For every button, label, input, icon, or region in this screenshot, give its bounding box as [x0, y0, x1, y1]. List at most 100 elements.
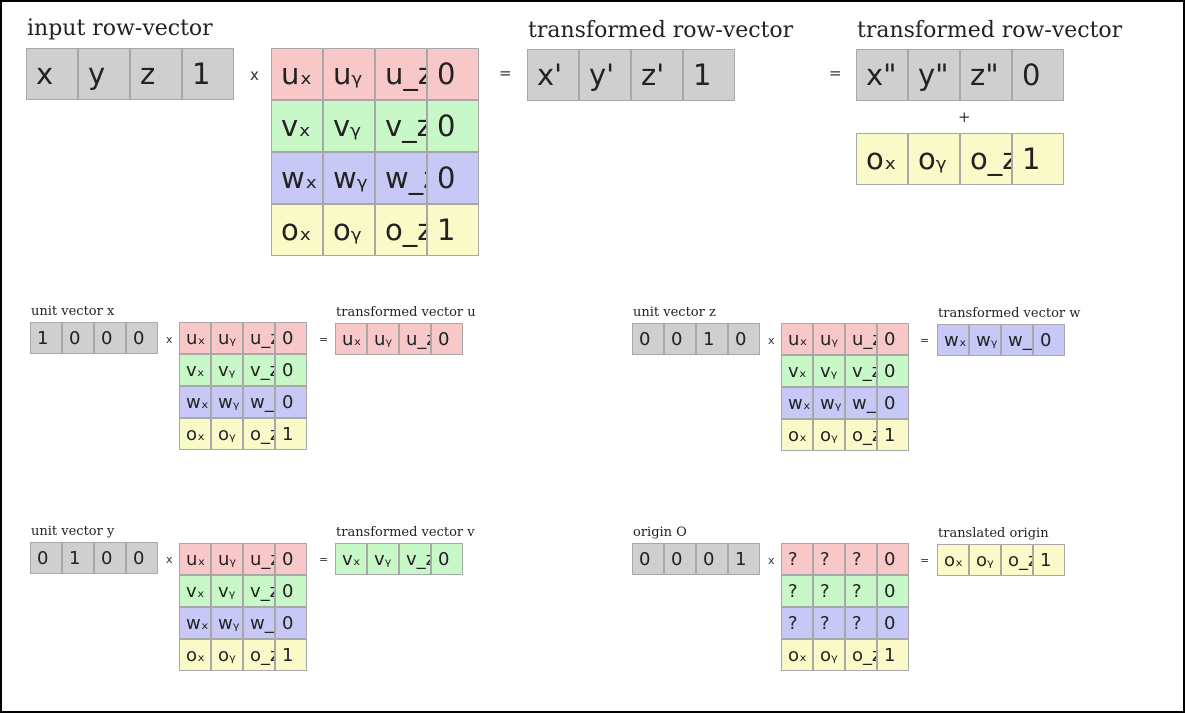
matrix-cell: uᵧ	[211, 543, 243, 575]
matrix-cell: ?	[813, 543, 845, 575]
matrix-cell: 0	[427, 100, 479, 152]
matrix-cell: v_z	[243, 354, 275, 386]
matrix-cell: 0	[877, 543, 909, 575]
vector-cell: 1	[30, 322, 62, 354]
matrix-cell: w_z	[375, 152, 427, 204]
vector-cell: 0	[1033, 324, 1065, 356]
vector-cell: 0	[30, 542, 62, 574]
matrix-cell: oᵧ	[211, 639, 243, 671]
equals-operator-2: =	[829, 64, 842, 82]
equals-operator-o: =	[920, 554, 930, 567]
vector-cell: 1	[62, 542, 94, 574]
matrix-cell: uₓ	[781, 323, 813, 355]
vector-cell: 0	[126, 542, 158, 574]
matrix-cell: wᵧ	[813, 387, 845, 419]
vector-cell: x	[26, 48, 78, 100]
vector-cell: 1	[1012, 133, 1064, 185]
matrix-cell: vᵧ	[323, 100, 375, 152]
matrix-cell: w_z	[845, 387, 877, 419]
vector-cell: 0	[431, 543, 463, 575]
vector-cell: 1	[696, 323, 728, 355]
matrix-cell: o_z	[243, 418, 275, 450]
vector-cell: y'	[579, 49, 631, 101]
matrix-cell: 1	[877, 419, 909, 451]
transformed-row-vector-label-1: transformed row-vector	[528, 18, 794, 43]
vector-cell: uᵧ	[367, 323, 399, 355]
vector-cell: 1	[1033, 544, 1065, 576]
matrix-cell: oₓ	[179, 418, 211, 450]
equals-operator-y: =	[319, 553, 329, 566]
matrix-cell: 1	[275, 418, 307, 450]
matrix-cell: oᵧ	[211, 418, 243, 450]
vector-cell: uₓ	[335, 323, 367, 355]
vector-cell: 0	[728, 323, 760, 355]
matrix-cell: u_z	[243, 543, 275, 575]
matrix-cell: 0	[877, 387, 909, 419]
matrix-cell: 0	[275, 386, 307, 418]
vector-cell: 0	[696, 543, 728, 575]
matrix-cell: 1	[275, 639, 307, 671]
matrix-cell: u_z	[375, 48, 427, 100]
vector-cell: 1	[683, 49, 735, 101]
matrix-cell: v_z	[375, 100, 427, 152]
matrix-cell: 0	[275, 607, 307, 639]
vector-cell: 0	[126, 322, 158, 354]
vector-cell: 0	[664, 323, 696, 355]
vector-cell: u_z	[399, 323, 431, 355]
matrix-cell: oᵧ	[813, 419, 845, 451]
input-row-vector-label: input row-vector	[27, 16, 213, 41]
transformed-row-vector-label-2: transformed row-vector	[857, 18, 1123, 43]
vector-cell: w_z	[1001, 324, 1033, 356]
matrix-cell: vₓ	[179, 575, 211, 607]
matrix-cell: 0	[877, 355, 909, 387]
transformed-vector-u-label: transformed vector u	[336, 305, 476, 320]
matrix-cell: vₓ	[179, 354, 211, 386]
vector-cell: oᵧ	[969, 544, 1001, 576]
matrix-cell: ?	[781, 575, 813, 607]
matrix-cell: uᵧ	[813, 323, 845, 355]
matrix-cell: uᵧ	[211, 322, 243, 354]
matrix-cell: 0	[427, 152, 479, 204]
matrix-cell: ?	[845, 607, 877, 639]
vector-cell: 0	[664, 543, 696, 575]
matrix-cell: vₓ	[781, 355, 813, 387]
matrix-cell: 0	[427, 48, 479, 100]
matrix-cell: oᵧ	[323, 204, 375, 256]
vector-cell: wᵧ	[969, 324, 1001, 356]
matrix-cell: uₓ	[179, 543, 211, 575]
matrix-cell: ?	[781, 607, 813, 639]
matrix-cell: vᵧ	[211, 354, 243, 386]
matrix-cell: ?	[845, 575, 877, 607]
vector-cell: 0	[632, 323, 664, 355]
transformed-vector-v-label: transformed vector v	[336, 525, 475, 540]
direction-part-vector: x" y" z" 0	[856, 49, 1064, 101]
multiply-operator-y: x	[166, 553, 173, 566]
matrix-cell: o_z	[845, 419, 877, 451]
vector-cell: 1	[182, 48, 234, 100]
vector-cell: 0	[62, 322, 94, 354]
vector-cell: vₓ	[335, 543, 367, 575]
vector-cell: y"	[908, 49, 960, 101]
matrix-cell: ?	[781, 543, 813, 575]
vector-cell: 0	[431, 323, 463, 355]
vector-cell: z	[130, 48, 182, 100]
matrix-cell: o_z	[845, 639, 877, 671]
equals-operator-x: =	[319, 333, 329, 346]
matrix-cell: uₓ	[179, 322, 211, 354]
matrix-cell: ?	[845, 543, 877, 575]
matrix-cell: wₓ	[179, 386, 211, 418]
vector-cell: oᵧ	[908, 133, 960, 185]
transformed-vector-w-label: transformed vector w	[938, 306, 1081, 321]
translated-origin-label: translated origin	[938, 526, 1049, 541]
